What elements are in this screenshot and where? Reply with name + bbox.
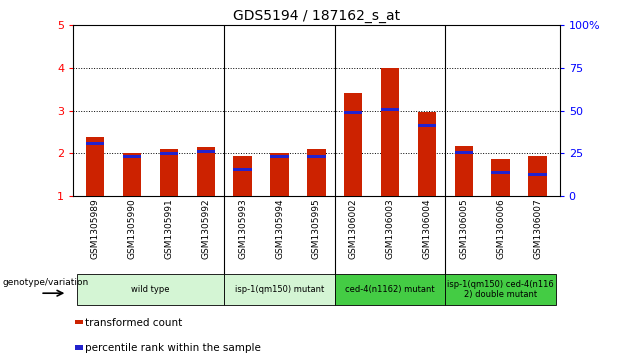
Bar bbox=[233, 168, 252, 171]
Text: ced-4(n1162) mutant: ced-4(n1162) mutant bbox=[345, 285, 435, 294]
Text: isp-1(qm150) mutant: isp-1(qm150) mutant bbox=[235, 285, 324, 294]
Bar bbox=[123, 155, 141, 158]
Bar bbox=[381, 68, 399, 196]
FancyBboxPatch shape bbox=[77, 274, 225, 305]
Bar bbox=[233, 155, 252, 196]
Bar bbox=[123, 152, 141, 196]
Bar bbox=[529, 173, 547, 176]
Bar bbox=[74, 320, 83, 324]
Bar bbox=[270, 155, 289, 158]
Text: GSM1306005: GSM1306005 bbox=[459, 199, 468, 259]
Bar bbox=[344, 111, 363, 114]
Text: GSM1305989: GSM1305989 bbox=[91, 199, 100, 259]
Bar bbox=[86, 143, 104, 146]
Text: GSM1305992: GSM1305992 bbox=[202, 199, 211, 259]
Bar bbox=[418, 124, 436, 127]
FancyBboxPatch shape bbox=[225, 274, 335, 305]
Text: isp-1(qm150) ced-4(n116
2) double mutant: isp-1(qm150) ced-4(n116 2) double mutant bbox=[447, 280, 554, 299]
Text: GSM1305990: GSM1305990 bbox=[128, 199, 137, 259]
Bar bbox=[418, 112, 436, 196]
Bar bbox=[307, 155, 326, 158]
Bar bbox=[160, 149, 178, 196]
Title: GDS5194 / 187162_s_at: GDS5194 / 187162_s_at bbox=[233, 9, 400, 23]
Text: GSM1306002: GSM1306002 bbox=[349, 199, 358, 259]
Text: GSM1305991: GSM1305991 bbox=[165, 199, 174, 259]
Text: wild type: wild type bbox=[131, 285, 170, 294]
Text: GSM1305994: GSM1305994 bbox=[275, 199, 284, 259]
Bar bbox=[492, 159, 510, 196]
Bar bbox=[197, 147, 215, 196]
Text: GSM1305995: GSM1305995 bbox=[312, 199, 321, 259]
Bar bbox=[455, 146, 473, 196]
Text: transformed count: transformed count bbox=[85, 318, 183, 328]
Bar bbox=[74, 346, 83, 350]
FancyBboxPatch shape bbox=[445, 274, 556, 305]
Bar bbox=[455, 151, 473, 154]
Bar bbox=[86, 137, 104, 196]
Bar bbox=[160, 152, 178, 155]
Bar bbox=[529, 156, 547, 196]
Bar bbox=[381, 107, 399, 110]
Bar bbox=[344, 93, 363, 196]
Bar bbox=[307, 149, 326, 196]
Text: GSM1306006: GSM1306006 bbox=[496, 199, 505, 259]
Text: genotype/variation: genotype/variation bbox=[3, 278, 89, 287]
Text: GSM1306003: GSM1306003 bbox=[385, 199, 394, 259]
FancyBboxPatch shape bbox=[335, 274, 445, 305]
Bar bbox=[270, 152, 289, 196]
Bar bbox=[197, 150, 215, 153]
Text: percentile rank within the sample: percentile rank within the sample bbox=[85, 343, 261, 353]
Text: GSM1305993: GSM1305993 bbox=[238, 199, 247, 259]
Text: GSM1306007: GSM1306007 bbox=[533, 199, 542, 259]
Bar bbox=[492, 171, 510, 174]
Text: GSM1306004: GSM1306004 bbox=[422, 199, 431, 259]
